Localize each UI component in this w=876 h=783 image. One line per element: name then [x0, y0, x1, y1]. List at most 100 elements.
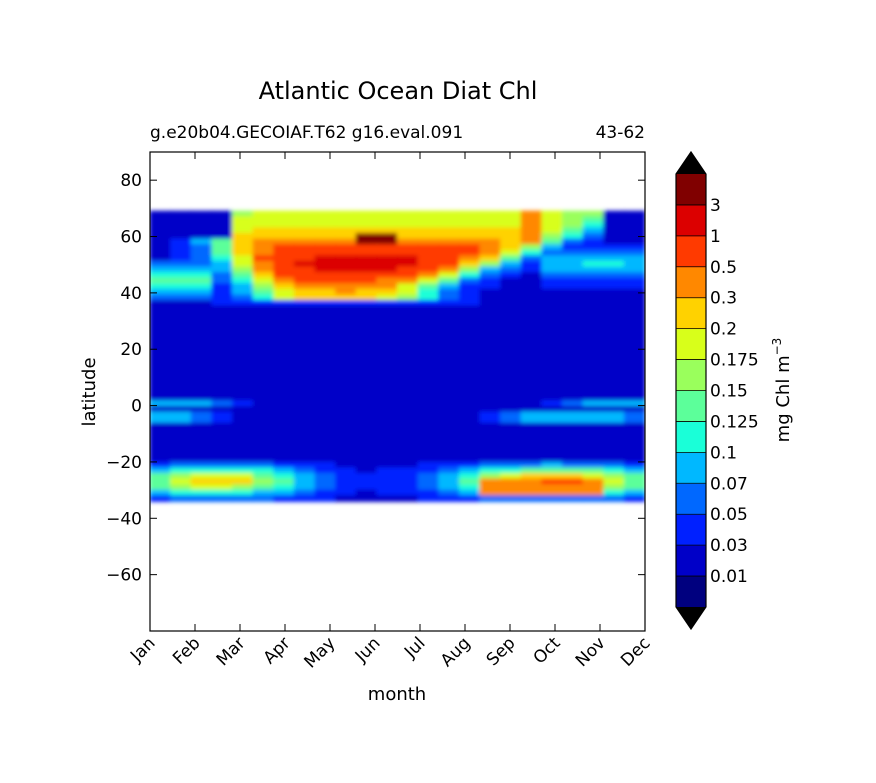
colorbar-tick-label: 0.125: [710, 412, 759, 432]
heatmap-cell: [376, 355, 398, 363]
heatmap-cell: [541, 232, 563, 240]
heatmap-cell: [438, 450, 460, 458]
heatmap-cell: [252, 467, 275, 474]
heatmap-cell: [397, 266, 419, 274]
heatmap-cell: [458, 244, 481, 251]
heatmap-cell: [150, 255, 172, 262]
heatmap-cell: [150, 366, 172, 374]
heatmap-cell: [520, 238, 543, 246]
heatmap-cell: [417, 311, 440, 318]
heatmap-cell: [293, 221, 316, 229]
heatmap-cell: [417, 411, 440, 419]
heatmap-cell: [541, 350, 563, 357]
heatmap-cell: [150, 461, 172, 469]
heatmap-cell: [232, 495, 254, 502]
heatmap-cell: [314, 456, 337, 463]
heatmap-cell: [562, 467, 584, 474]
heatmap-cell: [417, 327, 440, 335]
heatmap-cell: [376, 311, 398, 318]
heatmap-cell: [520, 344, 543, 352]
heatmap-cell: [355, 400, 378, 408]
heatmap-cell: [376, 266, 398, 274]
heatmap-cell: [541, 210, 563, 218]
heatmap-cell: [252, 232, 275, 240]
heatmap-cell: [376, 489, 398, 497]
heatmap-cell: [479, 316, 502, 324]
heatmap-cell: [582, 389, 605, 396]
heatmap-cell: [355, 255, 378, 262]
heatmap-cell: [273, 283, 295, 290]
heatmap-cell: [562, 283, 584, 290]
heatmap-cell: [170, 350, 192, 357]
heatmap-cell: [458, 227, 481, 234]
heatmap-cell: [417, 472, 440, 480]
heatmap-cell: [314, 266, 337, 274]
heatmap-cell: [603, 260, 625, 268]
x-tick-label: Dec: [617, 633, 654, 670]
heatmap-cell: [170, 339, 192, 346]
heatmap-cell: [190, 439, 213, 447]
heatmap-cell: [582, 417, 605, 424]
heatmap-cell: [479, 216, 502, 223]
heatmap-cell: [562, 255, 584, 262]
heatmap-cell: [397, 272, 419, 279]
heatmap-cell: [273, 445, 295, 452]
heatmap-cell: [417, 266, 440, 274]
heatmap-cell: [562, 378, 584, 385]
heatmap-cell: [438, 210, 460, 218]
x-tick-label: Feb: [169, 633, 204, 668]
heatmap-cell: [190, 277, 213, 285]
heatmap-cell: [150, 238, 172, 246]
heatmap-cell: [252, 227, 275, 234]
heatmap-cell: [623, 372, 645, 380]
heatmap-cell: [520, 227, 543, 234]
heatmap-cell: [355, 294, 378, 301]
heatmap-cell: [273, 238, 295, 246]
heatmap-cell: [293, 472, 316, 480]
heatmap-cell: [500, 450, 522, 458]
heatmap-cell: [623, 305, 645, 313]
heatmap-cell: [252, 489, 275, 497]
colorbar-segment: [676, 576, 706, 608]
heatmap-cell: [603, 372, 625, 380]
heatmap-cell: [273, 299, 295, 307]
heatmap-cell: [211, 394, 233, 402]
heatmap-cell: [232, 484, 254, 491]
heatmap-cell: [479, 445, 502, 452]
heatmap-cell: [293, 378, 316, 385]
heatmap-cell: [623, 445, 645, 452]
heatmap-cell: [623, 389, 645, 396]
heatmap-cell: [273, 216, 295, 223]
colorbar-segment: [676, 174, 706, 206]
heatmap-cell: [479, 456, 502, 463]
heatmap-cell: [582, 350, 605, 357]
heatmap-cell: [479, 244, 502, 251]
heatmap-cell: [211, 445, 233, 452]
heatmap-cell: [458, 333, 481, 341]
heatmap-cell: [438, 255, 460, 262]
heatmap-cell: [211, 355, 233, 363]
heatmap-cell: [355, 311, 378, 318]
heatmap-cell: [335, 344, 357, 352]
heatmap-cell: [623, 450, 645, 458]
heatmap-cell: [293, 467, 316, 474]
heatmap-cell: [417, 210, 440, 218]
heatmap-cell: [623, 216, 645, 223]
heatmap-cell: [211, 266, 233, 274]
heatmap-cell: [417, 255, 440, 262]
heatmap-cell: [603, 445, 625, 452]
heatmap-cell: [170, 299, 192, 307]
heatmap-cell: [541, 389, 563, 396]
heatmap-cell: [520, 467, 543, 474]
heatmap-cell: [541, 450, 563, 458]
y-tick-label: 0: [131, 397, 142, 417]
heatmap-cell: [376, 277, 398, 285]
heatmap-cell: [232, 383, 254, 391]
heatmap-cell: [500, 322, 522, 329]
heatmap-cell: [397, 389, 419, 396]
heatmap-cell: [520, 417, 543, 424]
heatmap-cell: [438, 489, 460, 497]
plot-frame: [149, 151, 646, 632]
heatmap-cell: [397, 400, 419, 408]
heatmap-cell: [335, 221, 357, 229]
